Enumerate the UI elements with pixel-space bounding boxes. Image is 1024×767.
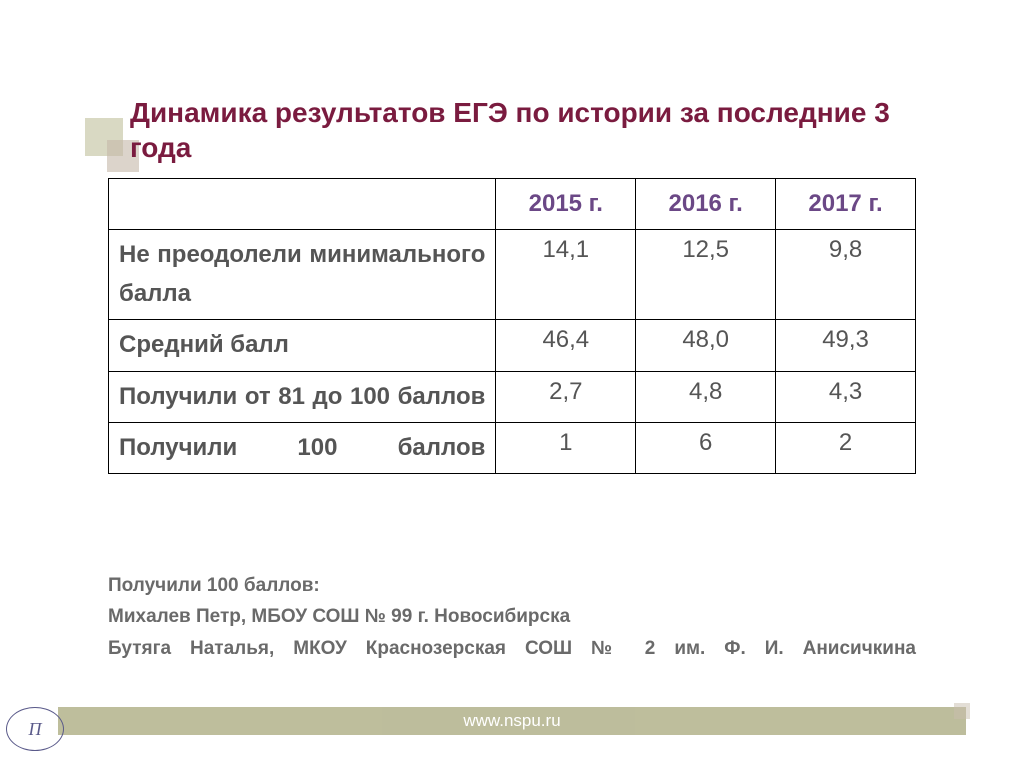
row-label: Получили 100 баллов [109, 422, 496, 473]
cell: 46,4 [496, 320, 636, 371]
cell: 1 [496, 422, 636, 473]
cell: 12,5 [636, 230, 776, 320]
cell: 2 [776, 422, 916, 473]
row-label: Не преодолели минимального балла [109, 230, 496, 320]
cell: 14,1 [496, 230, 636, 320]
footer-url: www.nspu.ru [463, 711, 560, 730]
table-row: Не преодолели минимального балла14,112,5… [109, 230, 916, 320]
table-header-blank [109, 179, 496, 230]
table-header-2017: 2017 г. [776, 179, 916, 230]
notes-block: Получили 100 баллов: Михалев Петр, МБОУ … [108, 570, 916, 664]
row-label: Получили от 81 до 100 баллов [109, 371, 496, 422]
notes-line-1: Михалев Петр, МБОУ СОШ № 99 г. Новосибир… [108, 601, 916, 632]
cell: 6 [636, 422, 776, 473]
table-row: Получили от 81 до 100 баллов2,74,84,3 [109, 371, 916, 422]
table-row: Получили 100 баллов162 [109, 422, 916, 473]
cell: 49,3 [776, 320, 916, 371]
table-row: Средний балл46,448,049,3 [109, 320, 916, 371]
results-table: 2015 г. 2016 г. 2017 г. Не преодолели ми… [108, 178, 916, 474]
table-header-2016: 2016 г. [636, 179, 776, 230]
institution-logo: П [6, 707, 64, 751]
table-header-2015: 2015 г. [496, 179, 636, 230]
table-body: Не преодолели минимального балла14,112,5… [109, 230, 916, 474]
cell: 4,8 [636, 371, 776, 422]
table-header-row: 2015 г. 2016 г. 2017 г. [109, 179, 916, 230]
slide: Динамика результатов ЕГЭ по истории за п… [0, 0, 1024, 767]
logo-letter: П [29, 719, 42, 740]
cell: 48,0 [636, 320, 776, 371]
row-label: Средний балл [109, 320, 496, 371]
cell: 4,3 [776, 371, 916, 422]
results-table-wrapper: 2015 г. 2016 г. 2017 г. Не преодолели ми… [108, 178, 916, 474]
notes-line-2: Бутяга Наталья, МКОУ Краснозерская СОШ №… [108, 633, 916, 664]
slide-title: Динамика результатов ЕГЭ по истории за п… [130, 95, 890, 165]
notes-heading: Получили 100 баллов: [108, 570, 916, 601]
cell: 9,8 [776, 230, 916, 320]
cell: 2,7 [496, 371, 636, 422]
footer-bar: www.nspu.ru [58, 707, 966, 735]
